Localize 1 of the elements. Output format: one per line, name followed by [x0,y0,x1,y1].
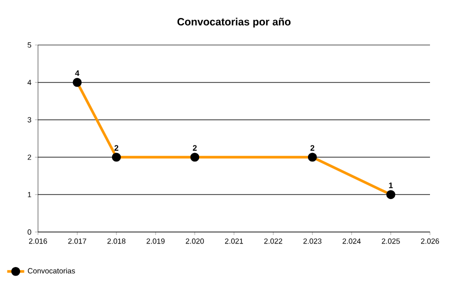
chart-title: Convocatorias por año [177,18,291,28]
